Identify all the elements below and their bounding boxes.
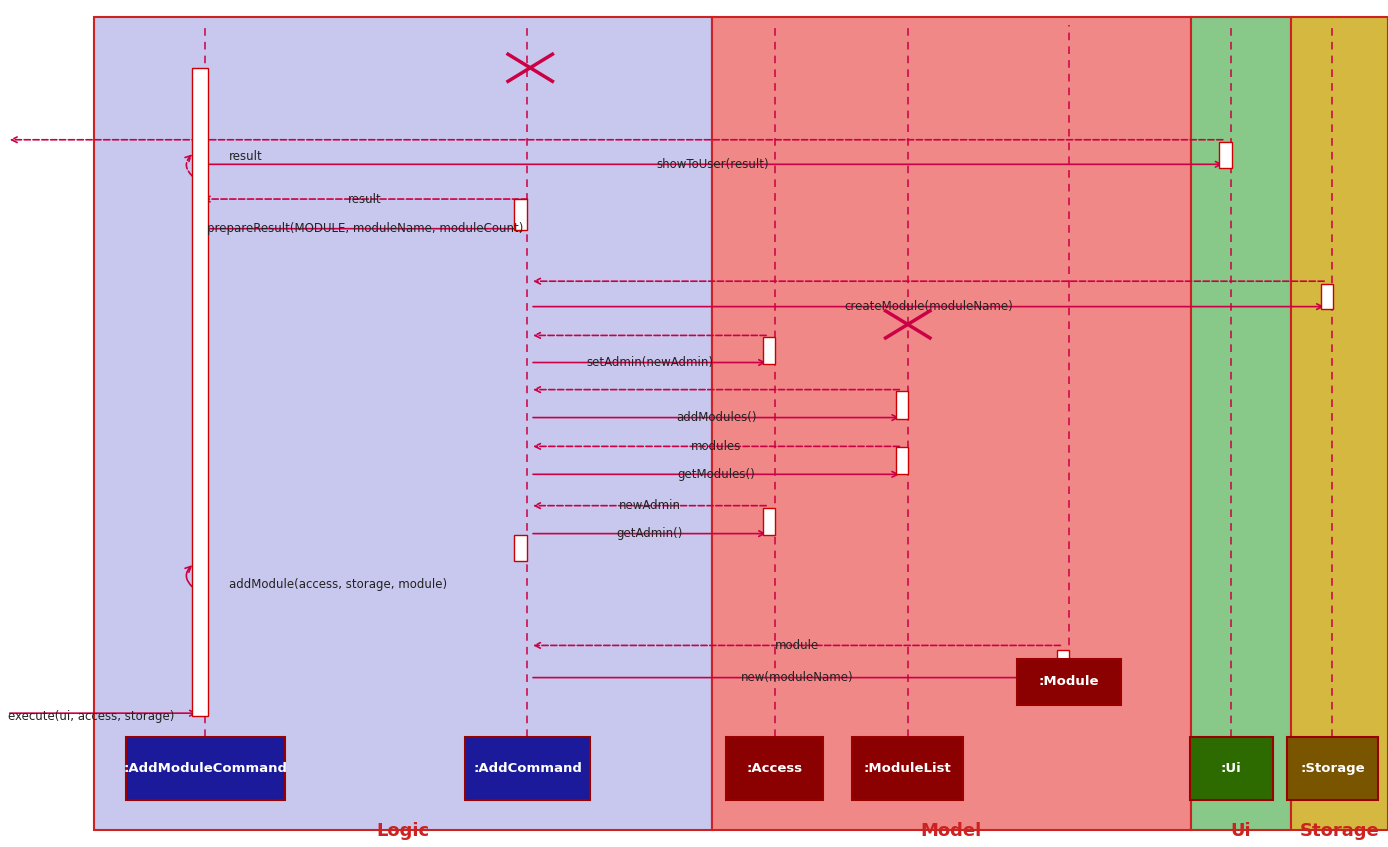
Bar — [1320, 284, 1332, 309]
Text: execute(ui, access, storage): execute(ui, access, storage) — [8, 711, 175, 723]
Bar — [1291, 17, 1388, 830]
Text: result: result — [348, 193, 382, 206]
Bar — [1058, 650, 1069, 682]
Text: Storage: Storage — [1299, 822, 1380, 839]
Bar — [712, 17, 1191, 830]
Bar — [1287, 737, 1377, 800]
Text: newAdmin: newAdmin — [619, 500, 680, 512]
Text: :Storage: :Storage — [1301, 762, 1364, 775]
Bar — [192, 68, 208, 716]
Text: module: module — [775, 639, 819, 652]
Text: :AddModuleCommand: :AddModuleCommand — [124, 762, 287, 775]
Text: result: result — [229, 150, 262, 163]
Text: :ModuleList: :ModuleList — [863, 762, 952, 775]
Bar — [514, 535, 526, 561]
Text: Model: Model — [920, 822, 983, 839]
Bar — [1190, 737, 1273, 800]
Bar — [763, 508, 775, 535]
Bar — [763, 337, 775, 364]
Bar — [465, 737, 590, 800]
Bar — [1016, 659, 1120, 705]
Text: prepareResult(MODULE, moduleName, moduleCount): prepareResult(MODULE, moduleName, module… — [207, 223, 523, 235]
Bar — [897, 447, 908, 474]
Bar — [852, 737, 963, 800]
Text: setAdmin(newAdmin): setAdmin(newAdmin) — [586, 357, 713, 369]
Bar — [514, 199, 526, 230]
Text: showToUser(result): showToUser(result) — [657, 158, 769, 171]
Text: Ui: Ui — [1231, 822, 1251, 839]
Text: addModules(): addModules() — [676, 412, 756, 424]
Text: :Ui: :Ui — [1221, 762, 1241, 775]
Text: :AddCommand: :AddCommand — [473, 762, 582, 775]
Text: Logic: Logic — [376, 822, 430, 839]
Bar — [125, 737, 286, 800]
Text: modules: modules — [691, 440, 741, 453]
Bar — [726, 737, 823, 800]
Text: addModule(access, storage, module): addModule(access, storage, module) — [229, 578, 447, 591]
Bar — [897, 391, 908, 419]
Bar — [1191, 17, 1291, 830]
Text: getAdmin(): getAdmin() — [616, 528, 683, 540]
Text: getModules(): getModules() — [677, 468, 755, 481]
Bar — [94, 17, 712, 830]
Text: createModule(moduleName): createModule(moduleName) — [844, 301, 1013, 313]
Text: :Module: :Module — [1038, 675, 1099, 689]
Text: :Access: :Access — [747, 762, 802, 775]
Bar — [1220, 142, 1233, 168]
Text: new(moduleName): new(moduleName) — [740, 672, 854, 684]
